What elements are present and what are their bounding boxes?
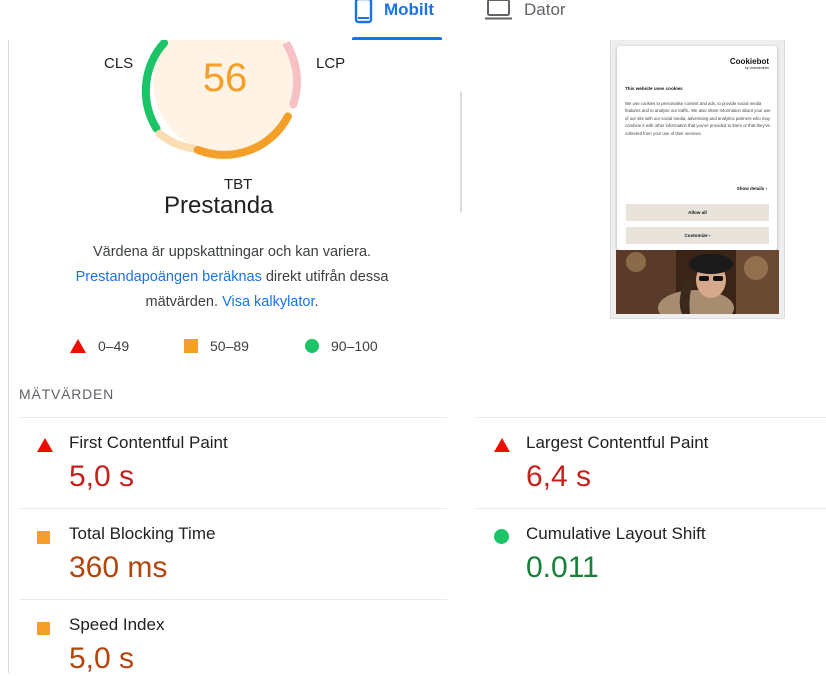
- legend-average: 50–89: [184, 338, 249, 354]
- gauge-label-tbt: TBT: [224, 176, 253, 193]
- cookie-heading: This website uses cookies: [625, 86, 683, 91]
- logo-subtext: by Usercentrics: [744, 66, 769, 70]
- performance-score: 56: [202, 56, 248, 100]
- metric-value: 360 ms: [69, 551, 168, 584]
- legend-poor-range: 0–49: [98, 338, 130, 354]
- legend-good-range: 90–100: [331, 338, 378, 354]
- gauge-arc-lcp: [289, 59, 301, 109]
- metric-name: Speed Index: [69, 615, 165, 634]
- tab-mobile-label: Mobilt: [384, 0, 435, 19]
- cookiebot-logo: Cookiebot by Usercentrics: [729, 57, 769, 71]
- background-photo: [616, 250, 779, 314]
- customize-label: Customize: [684, 233, 708, 238]
- column-divider: [460, 92, 462, 212]
- score-calculation-link[interactable]: Prestandapoängen beräknas: [75, 269, 262, 285]
- gauge-label-cls: CLS: [104, 55, 134, 72]
- metric-value: 5,0 s: [69, 460, 135, 493]
- legend-average-range: 50–89: [210, 338, 249, 354]
- phone-icon: [354, 0, 374, 29]
- average-square-icon: [37, 531, 50, 544]
- legend-good: 90–100: [305, 338, 378, 354]
- tab-desktop[interactable]: Dator: [484, 0, 566, 40]
- good-circle-icon: [494, 529, 509, 544]
- metric-name: Cumulative Layout Shift: [526, 524, 706, 543]
- cookie-consent-dialog: Cookiebot by Usercentrics This website u…: [617, 46, 777, 250]
- metric-fcp: First Contentful Paint 5,0 s: [19, 417, 447, 508]
- gauge-arc-cls: [141, 40, 169, 133]
- active-tab-indicator: [352, 37, 442, 40]
- gauge-arc-tbt: [193, 112, 292, 159]
- show-details-label: Show details: [736, 186, 765, 191]
- poor-triangle-icon: [37, 438, 53, 452]
- laptop-icon: [484, 0, 514, 27]
- explanation-line1: Värdena är uppskattningar och kan varier…: [92, 244, 372, 260]
- metric-cls: Cumulative Layout Shift 0.011: [476, 508, 826, 599]
- panel-border: [8, 40, 9, 673]
- legend-poor: 0–49: [70, 338, 129, 354]
- gauge-arc-lcp-top: [282, 40, 299, 65]
- explanation-mid: direkt utifrån dessa mätvärden.: [145, 269, 389, 310]
- metrics-section-title: MÄTVÄRDEN: [19, 386, 115, 402]
- gauge-label-lcp: LCP: [316, 55, 346, 72]
- performance-gauge: [141, 40, 301, 159]
- cookie-body-text: We use cookies to personalise content an…: [625, 101, 771, 136]
- metric-name: Largest Contentful Paint: [526, 433, 709, 452]
- metric-speed-index: Speed Index 5,0 s: [19, 599, 447, 675]
- explanation-end: .: [314, 294, 319, 310]
- logo-text: Cookiebot: [729, 57, 769, 66]
- tab-mobile[interactable]: Mobilt: [352, 0, 444, 40]
- metric-tbt: Total Blocking Time 360 ms: [19, 508, 447, 599]
- performance-title: Prestanda: [164, 192, 274, 219]
- customize-button: Customize ›: [626, 227, 769, 244]
- triangle-icon: [70, 339, 86, 353]
- tab-desktop-label: Dator: [524, 0, 566, 19]
- poor-triangle-icon: [494, 438, 510, 452]
- view-calculator-link[interactable]: Visa kalkylator: [222, 294, 315, 310]
- metric-value: 6,4 s: [526, 460, 592, 493]
- metric-name: Total Blocking Time: [69, 524, 216, 543]
- circle-icon: [305, 339, 319, 353]
- metric-lcp: Largest Contentful Paint 6,4 s: [476, 417, 826, 508]
- square-icon: [184, 339, 198, 353]
- average-square-icon: [37, 622, 50, 635]
- gauge-arc-lower-left: [155, 129, 198, 153]
- show-details-link: Show details ›: [736, 186, 767, 191]
- metric-name: First Contentful Paint: [69, 433, 228, 452]
- score-explanation: Värdena är uppskattningar och kan varier…: [40, 240, 424, 315]
- final-screenshot-thumbnail[interactable]: Cookiebot by Usercentrics This website u…: [610, 40, 785, 319]
- allow-all-button: Allow all: [626, 204, 769, 221]
- metric-value: 0.011: [526, 551, 599, 584]
- metric-value: 5,0 s: [69, 642, 135, 675]
